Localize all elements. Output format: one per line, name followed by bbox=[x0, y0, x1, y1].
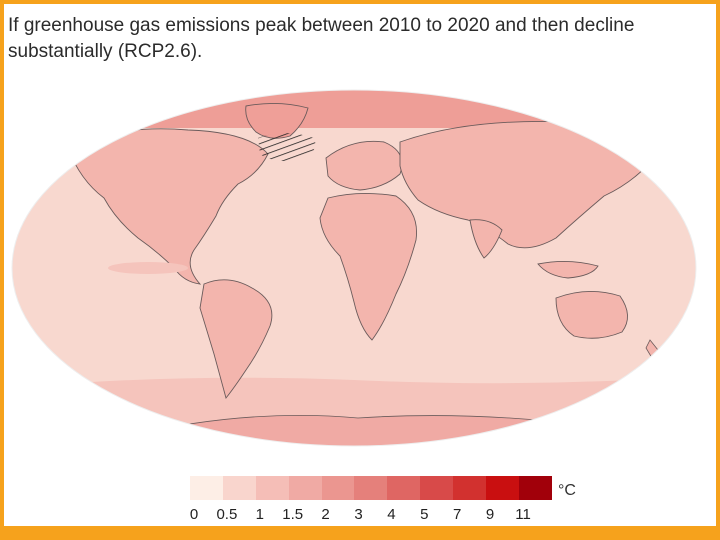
africa bbox=[319, 192, 418, 341]
legend-tick-label: 1.5 bbox=[282, 506, 304, 523]
legend-swatch bbox=[453, 476, 487, 500]
pacific-patch bbox=[108, 262, 188, 274]
legend-unit: °C bbox=[558, 482, 576, 499]
caption-line-2: substantially (RCP2.6). bbox=[8, 41, 203, 62]
slide: If greenhouse gas emissions peak between… bbox=[4, 4, 716, 526]
legend-swatch bbox=[321, 476, 355, 500]
legend-color-bar bbox=[190, 476, 552, 500]
legend-tick-label: 7 bbox=[453, 506, 462, 523]
south-america bbox=[199, 279, 273, 399]
legend-swatch bbox=[354, 476, 388, 500]
north-america bbox=[67, 128, 269, 285]
color-legend: °C 0 0.5 1 1.5 2 3 4 5 7 9 11 bbox=[190, 476, 590, 526]
australia bbox=[555, 291, 628, 339]
legend-ticks: 0 0.5 1 1.5 2 3 4 5 7 9 11 bbox=[190, 506, 570, 526]
hatched-north-atlantic bbox=[258, 133, 316, 162]
legend-swatch bbox=[222, 476, 256, 500]
map-caption: If greenhouse gas emissions peak between… bbox=[8, 13, 698, 65]
legend-tick-label: 0 bbox=[189, 506, 199, 523]
legend-tick-label: 4 bbox=[387, 506, 396, 523]
legend-tick-label: 11 bbox=[515, 506, 531, 523]
legend-swatch bbox=[255, 476, 289, 500]
legend-tick-label: 9 bbox=[485, 506, 495, 523]
map-outline bbox=[11, 89, 697, 447]
europe bbox=[325, 140, 403, 191]
legend-swatch bbox=[420, 476, 454, 500]
arctic-band bbox=[12, 90, 696, 128]
southeast-asia-islands bbox=[537, 261, 599, 279]
legend-tick-label: 0.5 bbox=[216, 506, 238, 523]
legend-swatch bbox=[190, 476, 223, 500]
legend-tick-label: 1 bbox=[255, 506, 264, 523]
legend-swatch bbox=[486, 476, 519, 500]
caption-line-1: If greenhouse gas emissions peak between… bbox=[8, 15, 635, 36]
india bbox=[469, 219, 503, 259]
legend-tick-label: 5 bbox=[420, 506, 429, 523]
world-temperature-map bbox=[8, 88, 698, 448]
legend-swatch bbox=[387, 476, 421, 500]
legend-tick-label: 2 bbox=[321, 506, 330, 523]
legend-tick-label: 3 bbox=[354, 506, 363, 523]
legend-swatch bbox=[288, 476, 322, 500]
legend-swatch bbox=[518, 476, 552, 500]
